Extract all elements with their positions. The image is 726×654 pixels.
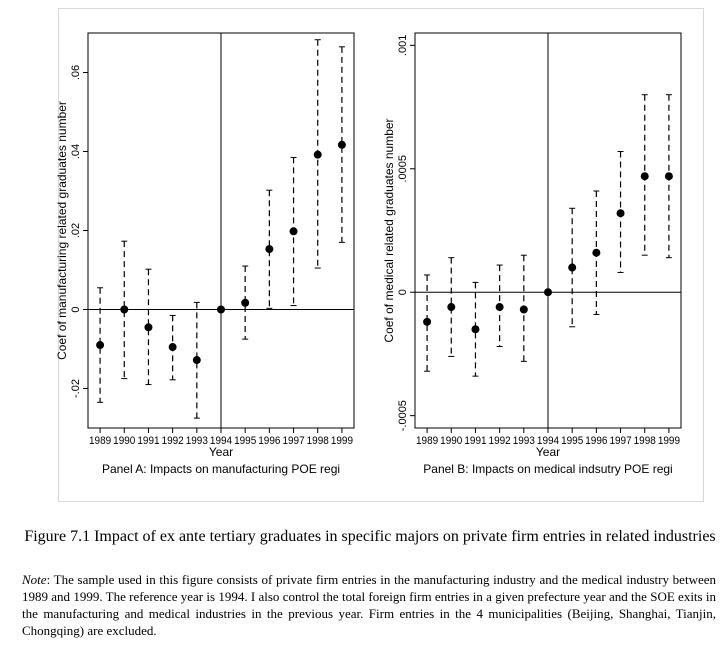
figure-note: Note: The sample used in this figure con… (22, 571, 716, 639)
panel-a-point-estimate (289, 227, 298, 236)
panel-a-xtick-label: 1990 (113, 435, 135, 447)
panel-a-point-estimate (337, 140, 346, 149)
panel-b-xlabel: Year (536, 445, 560, 459)
panel-b-ytick-label: 0 (397, 289, 409, 295)
panel-a-xtick-label: 1995 (234, 435, 256, 447)
panel-a-ytick-label: .06 (70, 65, 82, 80)
panel-a-xlabel: Year (209, 445, 233, 459)
panel-b-xtick-label: 1997 (609, 435, 631, 447)
panel-a-caption: Panel A: Impacts on manufacturing POE re… (102, 462, 340, 476)
panel-b-point-estimate (544, 288, 552, 297)
note-text: : The sample used in this figure consist… (22, 572, 716, 638)
panel-b-point-estimate (519, 305, 528, 314)
panel-b-xtick-label: 1996 (585, 435, 607, 447)
panel-b-xtick-label: 1998 (634, 435, 656, 447)
panel-a-xtick-label: 1998 (307, 435, 329, 447)
figure-frame (58, 8, 704, 502)
panel-a-xtick-label: 1994 (210, 435, 232, 447)
panel-a-xtick-label: 1992 (162, 435, 184, 447)
panel-a-point-estimate (144, 323, 153, 332)
panel-a-xtick-label: 1996 (258, 435, 280, 447)
panel-b-point-estimate (664, 172, 673, 181)
panel-a-point-estimate (217, 305, 225, 314)
panel-b-point-estimate (447, 303, 456, 312)
panel-a-ytick-label: .04 (70, 144, 82, 159)
panel-a-ytick-label: -.02 (70, 379, 82, 398)
panel-b-ytick-label: .0005 (397, 155, 409, 183)
panel-b-point-estimate (640, 172, 649, 181)
panel-a-point-estimate (313, 150, 322, 159)
panel-a-point-estimate (265, 245, 274, 254)
panel-a-point-estimate (120, 305, 129, 314)
panel-a-ytick-label: .02 (70, 223, 82, 238)
panel-b-point-estimate (423, 317, 432, 326)
panel-b-xtick-label: 1990 (440, 435, 462, 447)
panel-b-ytick-label: -.0005 (397, 400, 409, 431)
panel-b-point-estimate (568, 263, 577, 272)
panel-a-point-estimate (192, 356, 201, 365)
panel-b-point-estimate (592, 248, 601, 257)
panel-a-xtick-label: 1993 (186, 435, 208, 447)
panel-b: -.0005 0 .0005 .001 1989 1990 1991 1992 1993 1994… (382, 32, 682, 476)
note-label: Note (22, 572, 47, 587)
panel-b-point-estimate (495, 303, 504, 312)
panel-b-xtick-label: 1991 (464, 435, 486, 447)
panel-a-point-estimate (168, 343, 177, 352)
panel-b-ytick-label: .001 (397, 35, 409, 56)
panel-b-xtick-label: 1995 (561, 435, 583, 447)
figure-caption: Figure 7.1 Impact of ex ante tertiary gr… (24, 528, 716, 545)
panel-a-xtick-label: 1989 (89, 435, 111, 447)
panel-b-caption: Panel B: Impacts on medical indsutry POE… (423, 462, 672, 476)
panel-b-ylabel: Coef of medical related graduates number (382, 118, 396, 342)
panel-b-point-estimate (471, 325, 480, 334)
panel-a-ytick-label: 0 (70, 306, 82, 312)
panel-b-point-estimate (616, 209, 625, 218)
panel-b-xtick-label: 1999 (658, 435, 680, 447)
panel-b-xtick-label: 1993 (513, 435, 535, 447)
panel-a-point-estimate (96, 341, 105, 350)
panel-b-xtick-label: 1992 (489, 435, 511, 447)
panel-a-xtick-label: 1991 (137, 435, 159, 447)
panel-a-ylabel: Coef of manufacturing related graduates … (55, 101, 69, 360)
panel-a-point-estimate (241, 298, 250, 307)
panel-a-xtick-label: 1997 (282, 435, 304, 447)
panel-b-xtick-label: 1989 (416, 435, 438, 447)
panel-a-xtick-label: 1999 (331, 435, 353, 447)
panel-b-xtick-label: 1994 (537, 435, 559, 447)
